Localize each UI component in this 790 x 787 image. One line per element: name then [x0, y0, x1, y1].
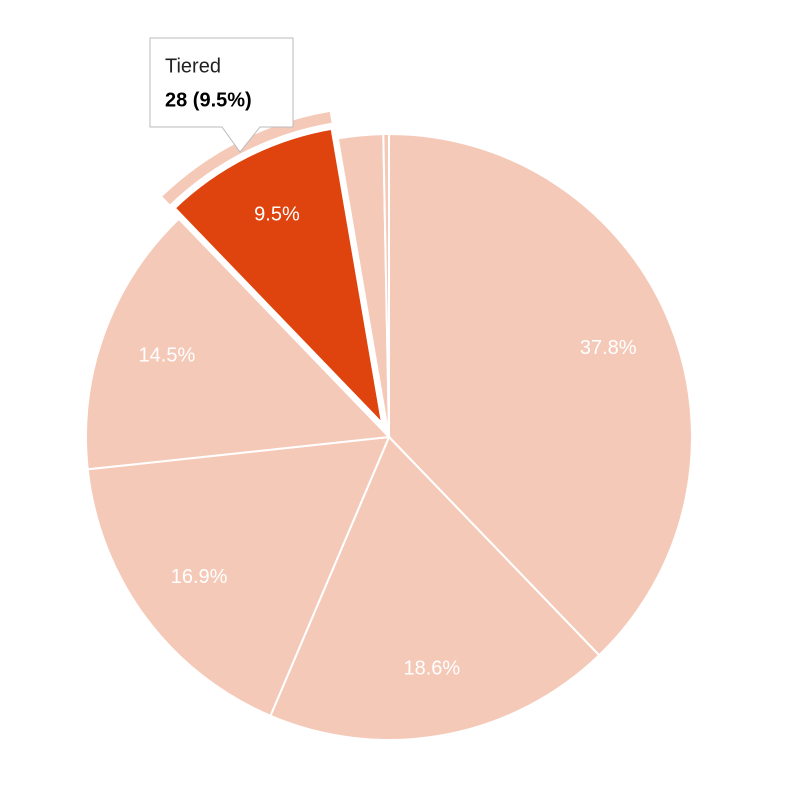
slice-label: 16.9%	[171, 566, 228, 588]
pie-slice	[85, 217, 392, 471]
highlight-ring	[162, 111, 332, 205]
slice-label: 14.5%	[139, 345, 196, 367]
slice-label: 9.5%	[254, 204, 300, 226]
pie-slice	[388, 132, 693, 657]
slice-label: 37.8%	[580, 337, 637, 359]
pie-slice	[382, 132, 390, 438]
slice-labels: 37.8% 18.6% 16.9% 14.5% 9.5%	[139, 204, 637, 680]
pie-slice	[170, 125, 387, 433]
tooltip-title: Tiered	[165, 55, 221, 77]
pie-slice	[269, 435, 601, 741]
pie-slice	[86, 435, 391, 718]
tooltip-value: 28 (9.5%)	[165, 89, 252, 111]
slice-label: 18.6%	[403, 658, 460, 680]
tooltip-box	[149, 37, 294, 153]
pie	[85, 111, 693, 741]
tooltip: Tiered 28 (9.5%)	[149, 37, 294, 153]
